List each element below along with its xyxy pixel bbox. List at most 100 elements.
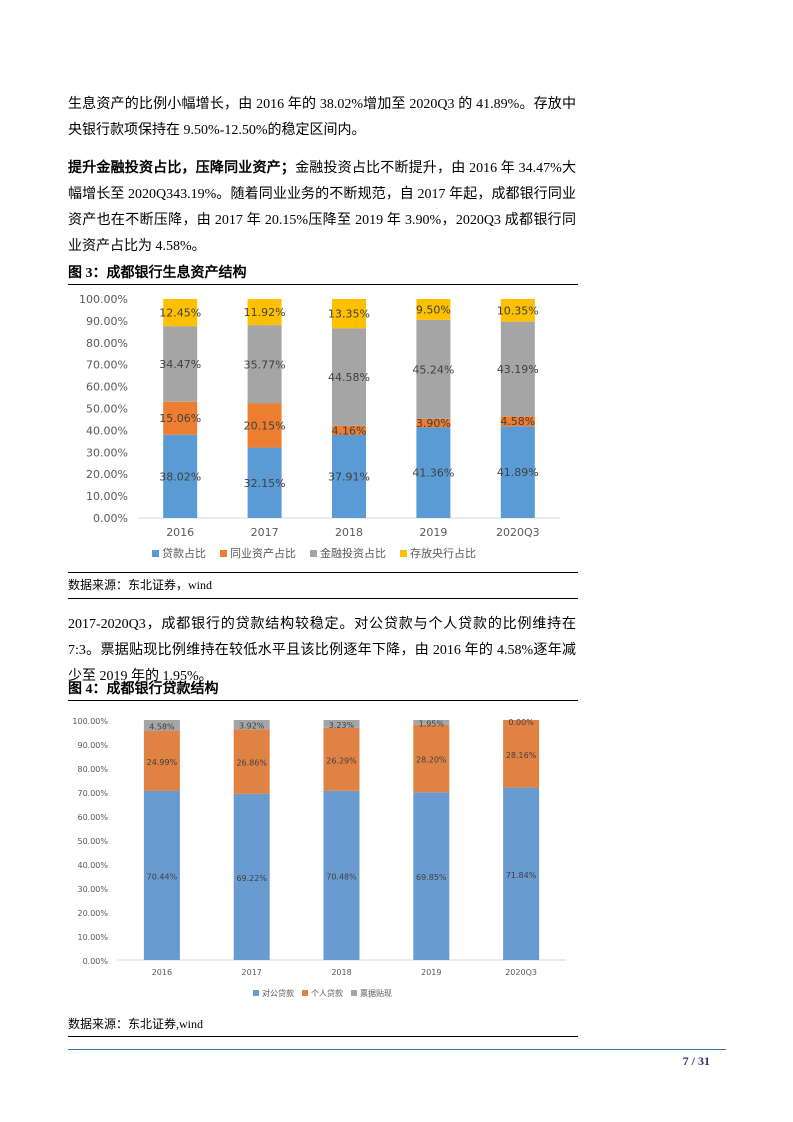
y-tick-label: 80.00% bbox=[86, 337, 128, 350]
page-number: 7 / 31 bbox=[682, 1054, 710, 1068]
figure-3-caption: 图 3：成都银行生息资产结构 bbox=[68, 262, 578, 285]
y-tick-label: 50.00% bbox=[77, 837, 108, 846]
bar-segment bbox=[413, 792, 450, 960]
paragraph-body: 金融投资占比不断提升，由 2016 年 34.47%大幅增长至 2020Q343… bbox=[68, 161, 577, 254]
data-label: 35.77% bbox=[244, 358, 286, 371]
data-label: 70.44% bbox=[147, 872, 178, 881]
legend-label: 同业资产占比 bbox=[230, 546, 296, 560]
bar-segment bbox=[413, 720, 450, 725]
bar-segment bbox=[332, 434, 366, 518]
bar-segment bbox=[247, 325, 282, 404]
x-tick-label: 2017 bbox=[242, 968, 262, 977]
data-label: 3.92% bbox=[239, 722, 265, 731]
y-tick-label: 30.00% bbox=[86, 446, 128, 459]
y-tick-label: 80.00% bbox=[77, 765, 108, 774]
y-tick-label: 10.00% bbox=[86, 490, 128, 503]
bar-segment bbox=[163, 401, 198, 435]
bar-segment bbox=[416, 319, 451, 419]
y-tick-label: 40.00% bbox=[77, 861, 108, 870]
data-label: 24.99% bbox=[147, 758, 178, 767]
data-label: 13.35% bbox=[328, 308, 370, 321]
x-tick-label: 2019 bbox=[421, 968, 441, 977]
x-tick-label: 2020Q3 bbox=[496, 526, 540, 539]
data-label: 69.85% bbox=[416, 873, 447, 882]
figure-3-source: 数据来源：东北证券，wind bbox=[68, 578, 213, 592]
chart-loan-structure: 0.00% 10.00% 20.00% 30.00% 40.00% 50.00% 60.00… bbox=[72, 717, 566, 998]
bar-segment bbox=[416, 299, 451, 320]
data-label: 26.29% bbox=[326, 756, 357, 765]
bar-segment bbox=[500, 416, 535, 427]
legend-swatch bbox=[152, 550, 159, 557]
bar-segment bbox=[500, 321, 535, 417]
footer-line bbox=[68, 1049, 726, 1050]
bar-segment bbox=[503, 720, 540, 788]
legend-swatch bbox=[351, 990, 357, 996]
bar-segment bbox=[413, 724, 450, 793]
bar-segment bbox=[163, 434, 198, 518]
data-label: 69.22% bbox=[236, 874, 267, 883]
y-tick-label: 0.00% bbox=[83, 957, 109, 966]
paragraph-financial-investment: 提升金融投资占比，压降同业资产；金融投资占比不断提升，由 2016 年 34.4… bbox=[68, 156, 576, 260]
y-tick-label: 0.00% bbox=[93, 512, 128, 525]
legend-label: 存放央行占比 bbox=[410, 546, 476, 560]
data-label: 15.06% bbox=[159, 412, 201, 425]
data-label: 70.48% bbox=[326, 872, 357, 881]
x-tick-label: 2016 bbox=[166, 526, 194, 539]
y-tick-label: 90.00% bbox=[86, 315, 128, 328]
y-tick-label: 30.00% bbox=[77, 885, 108, 894]
bar-segment bbox=[323, 727, 360, 791]
legend-label: 金融投资占比 bbox=[320, 546, 386, 560]
y-tick-label: 10.00% bbox=[77, 933, 108, 942]
y-tick-label: 60.00% bbox=[77, 813, 108, 822]
bar-segment bbox=[500, 426, 535, 518]
bar-segment bbox=[332, 299, 366, 329]
data-label: 41.89% bbox=[497, 466, 539, 479]
legend-swatch bbox=[220, 550, 227, 557]
data-label: 4.58% bbox=[149, 722, 175, 731]
data-label: 38.02% bbox=[159, 470, 201, 483]
bar-segment bbox=[143, 730, 180, 791]
data-label: 28.16% bbox=[506, 751, 537, 760]
x-tick-label: 2020Q3 bbox=[505, 968, 537, 977]
y-tick-label: 40.00% bbox=[86, 424, 128, 437]
chart-interest-earning-assets: 0.00% 10.00% 20.00% 30.00% 40.00% 50.00% 60.00… bbox=[79, 293, 560, 560]
paragraph-heading: 提升金融投资占比，压降同业资产； bbox=[68, 161, 295, 176]
data-label: 43.19% bbox=[497, 363, 539, 376]
bar-segment bbox=[163, 299, 198, 327]
data-label: 0.00% bbox=[508, 718, 534, 727]
bar-segment bbox=[247, 403, 282, 448]
y-tick-label: 50.00% bbox=[86, 403, 128, 416]
bar-segment bbox=[143, 790, 180, 960]
data-label: 26.86% bbox=[236, 759, 267, 768]
bar-segment bbox=[233, 729, 270, 794]
bar-segment bbox=[500, 298, 535, 322]
paragraph-interest-assets: 生息资产的比例小幅增长，由 2016 年的 38.02%增加至 2020Q3 的… bbox=[68, 97, 576, 138]
data-label: 37.91% bbox=[328, 470, 370, 483]
legend-label: 贷款占比 bbox=[162, 546, 206, 560]
legend-label: 对公贷款 bbox=[262, 988, 294, 998]
data-label: 44.58% bbox=[328, 371, 370, 384]
divider bbox=[68, 598, 578, 599]
y-tick-label: 20.00% bbox=[86, 468, 128, 481]
data-label: 4.58% bbox=[500, 415, 535, 428]
data-label: 11.92% bbox=[244, 306, 286, 319]
data-label: 28.20% bbox=[416, 756, 447, 765]
data-label: 1.95% bbox=[419, 719, 445, 728]
y-tick-label: 70.00% bbox=[86, 359, 128, 372]
divider bbox=[68, 1036, 578, 1037]
y-tick-label: 100.00% bbox=[79, 293, 128, 306]
data-label: 3.23% bbox=[329, 721, 355, 730]
bar-segment bbox=[143, 719, 180, 731]
legend-swatch bbox=[310, 550, 317, 557]
bar-segment bbox=[503, 787, 540, 960]
y-tick-label: 20.00% bbox=[77, 909, 108, 918]
x-tick-label: 2018 bbox=[335, 526, 363, 539]
figure-4-source: 数据来源：东北证券,wind bbox=[68, 1017, 204, 1031]
data-label: 45.24% bbox=[412, 363, 454, 376]
legend-label: 个人贷款 bbox=[311, 988, 343, 998]
x-tick-label: 2019 bbox=[419, 526, 447, 539]
bar-segment bbox=[323, 720, 360, 728]
data-label: 3.90% bbox=[416, 417, 451, 430]
legend-swatch bbox=[302, 990, 308, 996]
